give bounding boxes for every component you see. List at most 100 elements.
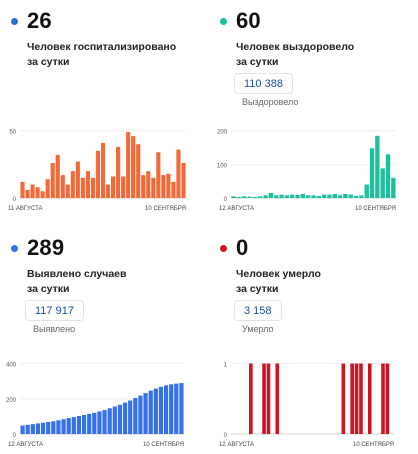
bar <box>81 414 87 434</box>
bar <box>341 363 346 434</box>
y-tick-label: 50 <box>9 130 16 136</box>
bar <box>258 196 263 198</box>
bar <box>92 412 97 434</box>
y-tick-label: 400 <box>6 363 17 369</box>
bar <box>290 194 295 198</box>
bar <box>25 189 30 198</box>
deaths-panel: 0 Человек умерло за сутки 3 158 Умерло 0… <box>209 227 418 454</box>
bar <box>55 154 60 198</box>
bar <box>231 196 236 198</box>
label-line1: Человек умерло <box>236 268 321 280</box>
bar <box>249 363 253 434</box>
bar <box>40 422 46 434</box>
bar <box>385 154 391 198</box>
bar <box>141 175 146 198</box>
bar <box>97 411 102 434</box>
deaths-total: 3 158 <box>234 300 282 321</box>
bar <box>40 191 45 198</box>
y-tick-label: 0 <box>224 433 228 439</box>
deaths-count: 0 <box>236 235 249 260</box>
hospitalized-panel: 26 Человек госпитализировано за сутки 0 5… <box>0 0 209 227</box>
label-line2: за сутки <box>236 56 279 68</box>
bar <box>391 177 396 198</box>
bar <box>181 163 186 198</box>
bar <box>316 195 322 198</box>
bar <box>146 171 151 198</box>
hospitalized-label: Человек госпитализировано за сутки <box>27 40 202 70</box>
bar <box>20 425 25 434</box>
bar <box>56 420 61 434</box>
bar <box>337 195 343 198</box>
y-tick-label: 1 <box>224 363 228 369</box>
label-line2: за сутки <box>27 283 70 295</box>
y-tick-label: 200 <box>6 398 17 404</box>
bar <box>236 196 242 198</box>
bar <box>30 184 35 198</box>
bar <box>353 195 359 198</box>
bar <box>136 144 141 198</box>
bar <box>60 175 65 198</box>
bar <box>117 404 123 434</box>
detected-total: 117 917 <box>25 300 84 321</box>
recovered-chart: 0 100 200 12 АВГУСТА 10 СЕНТЯБРЯ <box>217 130 396 212</box>
detected-label: Выявлено случаев за сутки <box>27 267 202 297</box>
detected-total-label: Выявлено <box>33 324 76 334</box>
bar <box>112 406 117 434</box>
bar <box>300 193 306 198</box>
deaths-chart: 0 1 12 АВГУСТА 10 СЕНТЯБРЯ <box>219 363 394 448</box>
bar <box>45 179 50 198</box>
label-line1: Человек выздоровело <box>236 41 355 53</box>
bar <box>156 152 161 198</box>
label-line2: за сутки <box>27 56 70 68</box>
bar <box>332 193 337 198</box>
label-line2: за сутки <box>236 283 279 295</box>
bar <box>133 398 138 434</box>
label-line1: Человек госпитализировано <box>27 41 177 53</box>
status-dot-icon <box>11 17 18 25</box>
bar <box>311 195 316 198</box>
bar <box>66 418 71 434</box>
bar <box>76 416 82 434</box>
bar <box>128 400 133 434</box>
bar <box>274 195 279 198</box>
bar <box>51 421 56 434</box>
bar <box>100 142 106 198</box>
y-tick-label: 0 <box>224 197 228 203</box>
hospitalized-count: 26 <box>27 8 52 33</box>
bar <box>25 424 30 434</box>
bar <box>171 181 176 198</box>
bar <box>375 135 380 198</box>
bar <box>367 363 372 434</box>
recovered-total: 110 388 <box>234 73 293 94</box>
bar <box>262 363 266 434</box>
x-start-label: 11 АВГУСТА <box>8 206 43 212</box>
status-dot-icon <box>220 244 227 252</box>
x-start-label: 12 АВГУСТА <box>219 442 254 448</box>
y-tick-label: 0 <box>13 433 17 439</box>
bar <box>354 363 359 434</box>
bar <box>252 196 258 198</box>
bar <box>242 196 247 198</box>
bar <box>143 393 148 434</box>
bar <box>71 417 76 434</box>
bar <box>151 177 156 198</box>
bar <box>65 184 70 198</box>
bar <box>61 419 66 434</box>
status-dot-icon <box>11 244 18 252</box>
bar <box>284 195 290 198</box>
bar <box>35 423 41 434</box>
bar <box>279 194 284 198</box>
bar <box>90 177 96 198</box>
bar <box>369 148 375 198</box>
bar <box>107 408 112 434</box>
bar <box>131 136 136 198</box>
x-end-label: 10 СЕНТЯБРЯ <box>145 206 186 212</box>
bar <box>138 395 143 434</box>
bar <box>359 363 363 434</box>
x-end-label: 10 СЕНТЯБРЯ <box>353 442 394 448</box>
bar <box>380 168 385 198</box>
bar <box>87 413 92 434</box>
bar <box>85 171 90 198</box>
bar <box>174 383 179 434</box>
detected-count: 289 <box>27 235 65 260</box>
